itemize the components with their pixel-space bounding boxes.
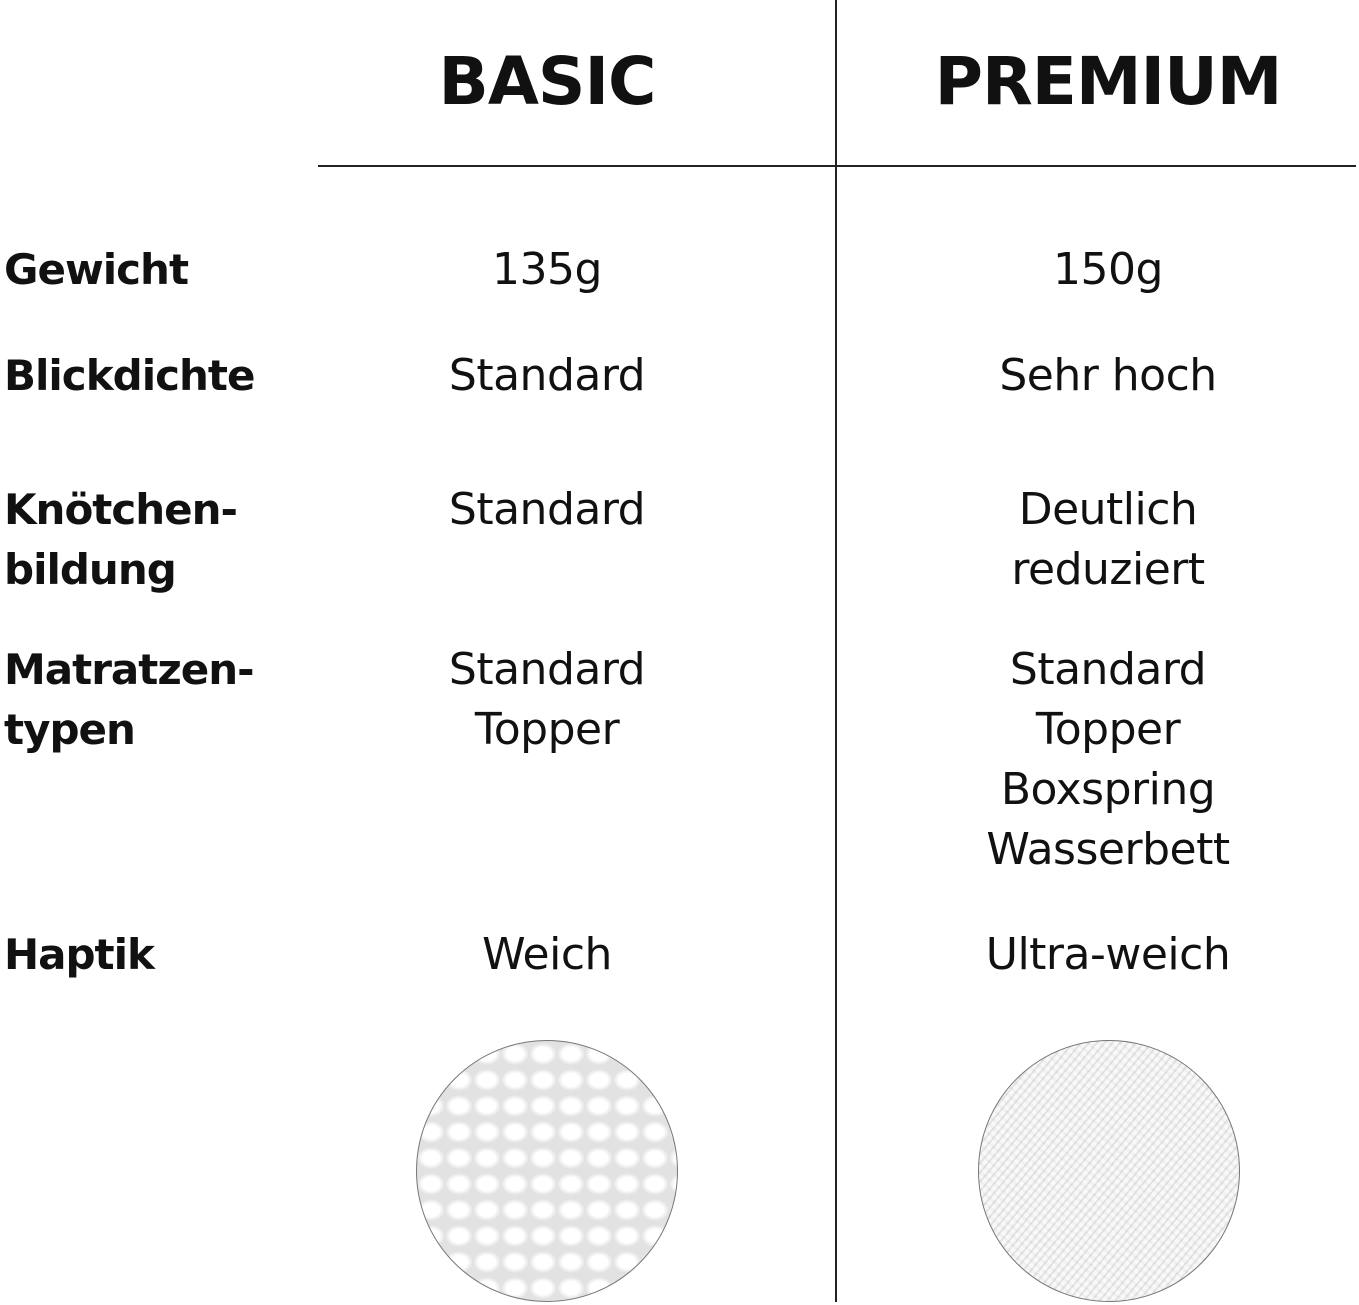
- basic-blickdichte: Standard: [448, 350, 646, 401]
- premium-column-header: PREMIUM: [934, 43, 1283, 120]
- premium-gewicht: 150g: [1053, 244, 1163, 295]
- column-divider: [835, 0, 837, 1302]
- premium-knoetchenbildung: Deutlich reduziert: [1011, 484, 1205, 595]
- basic-matratzentypen: Standard Topper: [448, 644, 646, 755]
- basic-column-header: BASIC: [438, 43, 657, 120]
- row-label-blickdichte: Blickdichte: [4, 351, 255, 400]
- row-label-gewicht: Gewicht: [4, 245, 189, 294]
- row-label-matratzentypen: Matratzen-typen: [4, 645, 255, 754]
- basic-haptik: Weich: [482, 929, 612, 980]
- basic-gewicht: 135g: [492, 244, 602, 295]
- premium-fabric-texture-image: [978, 1040, 1240, 1302]
- premium-matratzentypen: Standard Topper Boxspring Wasserbett: [986, 644, 1230, 875]
- basic-fabric-texture-image: [416, 1040, 678, 1302]
- premium-haptik: Ultra-weich: [985, 929, 1231, 980]
- basic-knoetchenbildung: Standard: [448, 484, 646, 535]
- row-label-haptik: Haptik: [4, 930, 155, 979]
- header-divider: [318, 165, 1356, 167]
- premium-blickdichte: Sehr hoch: [999, 350, 1217, 401]
- row-label-knoetchenbildung: Knötchen-bildung: [4, 485, 238, 594]
